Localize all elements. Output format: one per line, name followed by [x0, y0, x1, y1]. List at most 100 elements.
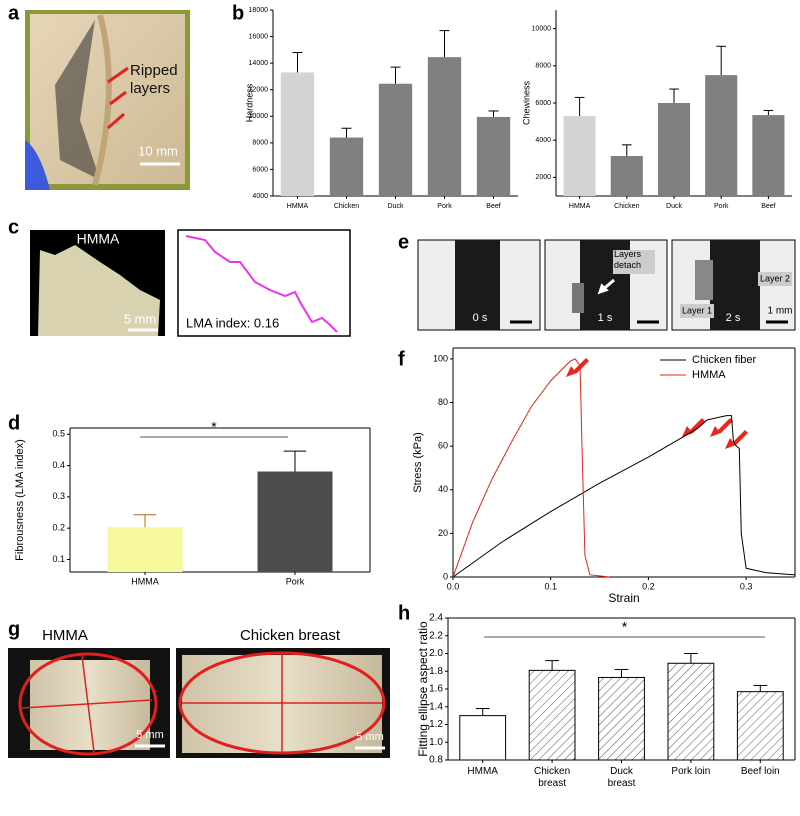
arrows	[566, 358, 748, 449]
y-tick-label: 10000	[532, 25, 552, 32]
bar	[705, 75, 738, 196]
y-tick-label: 16000	[249, 33, 269, 40]
x-axis-label: Strain	[608, 591, 639, 605]
x-tick-label-box: Duck breast	[607, 766, 636, 789]
annotation: Ripped layers	[130, 62, 178, 97]
x-tick-label-box: HMMA	[467, 766, 498, 777]
bar	[667, 662, 715, 761]
x-tick-label: HMMA	[569, 203, 591, 210]
panel-label: f	[398, 348, 405, 370]
y-axis-label: Chewiness	[521, 80, 531, 125]
y-tick-label: 18000	[249, 7, 269, 14]
y-tick-label: 10000	[249, 113, 269, 120]
x-tick-label: 0.3	[740, 581, 753, 591]
y-tick-label: 14000	[249, 60, 269, 67]
scale-label: 1 mm	[768, 306, 793, 317]
photo-title: HMMA	[42, 627, 88, 644]
annotation: *	[211, 419, 217, 435]
y-tick-label: 0.5	[52, 429, 65, 439]
x-tick-label: 0.1	[544, 581, 557, 591]
y-tick-label: 2000	[535, 174, 551, 181]
y-tick-label: 80	[438, 397, 448, 407]
x-tick-label: Beef	[761, 203, 775, 210]
scale-label: 5 mm	[356, 731, 384, 743]
y-tick-label: 1.0	[429, 737, 443, 748]
line	[452, 358, 610, 578]
photo-e: 0 s 1 s 2 s Layers detach Layer 1 Layer …	[417, 239, 796, 331]
photo-title: HMMA	[77, 231, 120, 247]
time-label: 1 s	[598, 312, 613, 324]
x-tick-label: Pork	[714, 203, 729, 210]
x-tick-label: Duck	[666, 203, 682, 210]
bar	[528, 669, 576, 761]
y-tick-label: 12000	[249, 87, 269, 94]
lma-label: LMA index: 0.16	[186, 315, 279, 330]
y-tick-label: 0.8	[429, 755, 443, 766]
y-tick-label: 100	[433, 353, 448, 363]
bar	[610, 156, 643, 196]
x-tick-label: Pork loin	[671, 766, 711, 777]
x-tick-label: Beef loin	[740, 766, 780, 777]
x-tick-label: HMMA	[467, 766, 498, 777]
y-tick-label: 4000	[252, 193, 268, 200]
x-tick-label: HMMA	[131, 576, 159, 586]
x-tick-label: HMMA	[287, 203, 309, 210]
bar	[476, 116, 511, 196]
photo-c: HMMA 5 mm LMA index: 0.16	[30, 229, 351, 337]
y-tick-label: 60	[438, 441, 448, 451]
y-tick-label: 1.8	[429, 666, 443, 677]
x-tick-label: Duck breast	[607, 766, 636, 789]
panel-label: d	[8, 412, 20, 434]
time-label: 0 s	[473, 312, 488, 324]
x-tick-label: Chicken breast	[534, 766, 571, 789]
bar	[427, 57, 462, 196]
annotation: Layer 1	[682, 305, 712, 315]
y-tick-label: 8000	[252, 140, 268, 147]
x-tick-label: Beef	[486, 203, 500, 210]
bar	[257, 471, 333, 572]
y-tick-label: 1.2	[429, 719, 443, 730]
annotation: Layer 2	[760, 273, 790, 283]
photo-title: Chicken breast	[240, 627, 341, 644]
time-label: 2 s	[726, 312, 741, 324]
scale-label: 5 mm	[124, 311, 157, 326]
legend-label: Chicken fiber	[692, 354, 757, 366]
bar	[378, 83, 413, 196]
y-axis-label: Hardness	[244, 83, 254, 122]
x-tick-label: Pork	[286, 576, 305, 586]
x-tick-label-box: Chicken breast	[534, 766, 571, 789]
bar	[280, 72, 315, 196]
photo-g: HMMA 5 mm Chicken breast 5 mm	[8, 627, 390, 758]
x-tick-label: 0.2	[642, 581, 655, 591]
y-axis-label: Fibrousness (LMA index)	[14, 439, 26, 561]
photo-a: Ripped layers 10 mm	[25, 10, 190, 190]
y-axis-label: Fitting ellipse aspect ratio	[416, 621, 430, 757]
y-tick-label: 0	[443, 571, 448, 581]
scale-label: 5 mm	[136, 729, 164, 741]
y-tick-label: 8000	[535, 63, 551, 70]
x-tick-label: Pork	[437, 203, 452, 210]
panel-label: e	[398, 231, 409, 253]
y-tick-label: 6000	[535, 100, 551, 107]
y-tick-label: 40	[438, 484, 448, 494]
y-tick-label: 2.2	[429, 630, 443, 641]
line	[452, 415, 796, 578]
y-tick-label: 20	[438, 528, 448, 538]
y-tick-label: 2.4	[429, 613, 443, 624]
y-tick-label: 0.3	[52, 491, 65, 501]
y-tick-label: 6000	[252, 166, 268, 173]
bar	[657, 103, 691, 196]
y-tick-label: 0.1	[52, 554, 65, 564]
bar	[107, 527, 183, 572]
panel-label: h	[398, 602, 410, 624]
y-tick-label: 4000	[535, 137, 551, 144]
x-tick-label: Duck	[388, 203, 404, 210]
bar	[459, 715, 507, 761]
bar	[736, 691, 784, 761]
bar	[329, 137, 364, 196]
legend-label: HMMA	[692, 369, 726, 381]
bar	[598, 676, 645, 761]
y-tick-label: 1.4	[429, 701, 443, 712]
bar	[752, 115, 785, 196]
